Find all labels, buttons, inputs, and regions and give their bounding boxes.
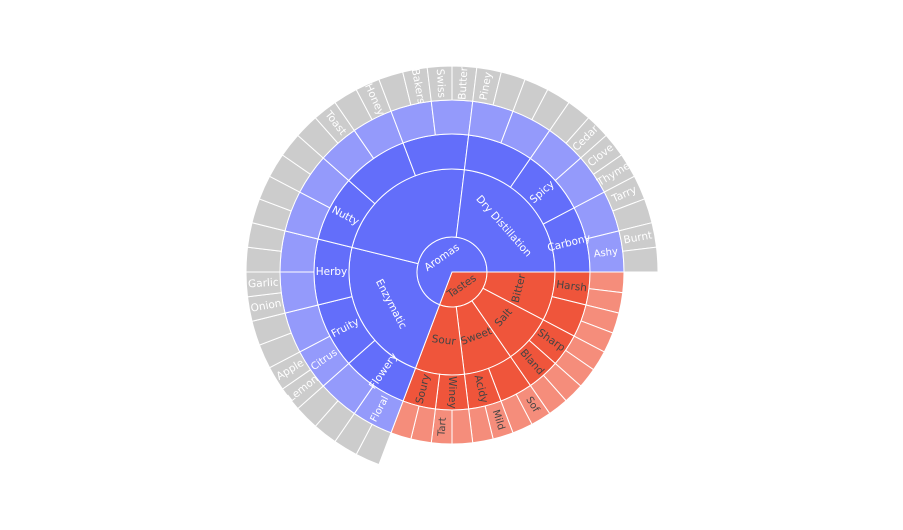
sunburst-segment-herby[interactable] [313,238,353,306]
sunburst-segments [245,65,659,466]
sunburst-segment-unlabeled[interactable] [451,408,474,445]
sunburst-segment-winey[interactable] [434,373,470,411]
sunburst-segment-unlabeled[interactable] [402,133,470,177]
sunburst-segment-garlic[interactable] [245,271,282,298]
sunburst-segment-unlabeled[interactable] [430,99,474,136]
sunburst-segment-unlabeled[interactable] [622,246,659,273]
sunburst-segment-swiss[interactable] [426,65,453,102]
